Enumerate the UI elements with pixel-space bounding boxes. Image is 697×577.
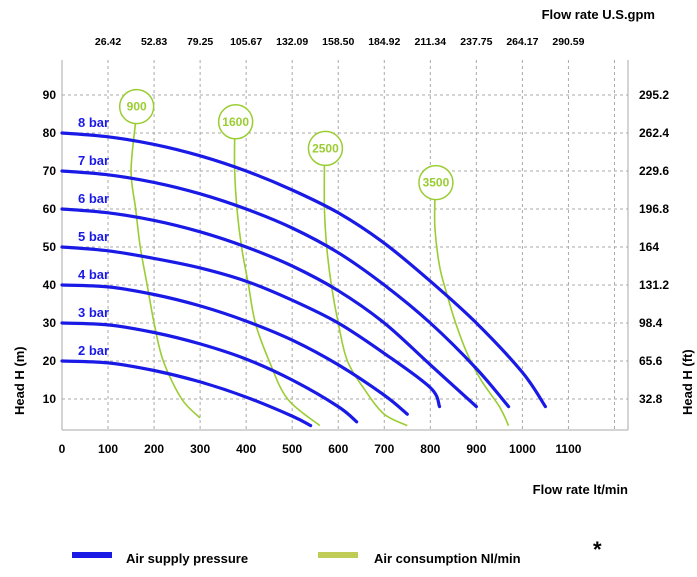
consumption-bubble-label: 1600 (222, 115, 249, 129)
top-tick-label: 211.34 (415, 36, 447, 48)
consumption-bubble (307, 130, 344, 167)
pressure-label: 6 bar (78, 191, 109, 206)
consumption-bubbles: 900 1600 2500 3500 (118, 88, 454, 201)
pressure-label: 8 bar (78, 115, 109, 130)
top-tick-label: 132.09 (276, 36, 308, 48)
legend-pressure-swatch (72, 552, 112, 558)
consumption-curve-3500 (433, 197, 510, 426)
y-tick-label: 30 (43, 316, 57, 330)
x-tick-label: 1100 (555, 442, 581, 456)
top-tick-label: 290.59 (552, 36, 584, 48)
x-tick-label: 800 (420, 442, 440, 456)
consumption-bubble-label: 900 (127, 100, 147, 114)
y-tick-label: 10 (43, 392, 57, 406)
top-tick-label: 26.42 (95, 36, 121, 48)
right-tick-label: 229.6 (639, 164, 669, 178)
pressure-curve-5-bar (60, 245, 442, 409)
top-tick-label: 237.75 (460, 36, 492, 48)
legend-pressure-label: Air supply pressure (126, 551, 248, 566)
pressure-label: 2 bar (78, 343, 109, 358)
y-tick-label: 50 (43, 240, 57, 254)
right-tick-label: 32.8 (639, 392, 663, 406)
y-axis-title: Head H (m) (12, 346, 27, 415)
x-axis-ticks: 0 100 200 300 400 500 600 700 800 900 1000 1100 (59, 442, 582, 456)
y-tick-label: 90 (43, 88, 57, 102)
pressure-curve-3-bar (60, 321, 359, 424)
right-tick-label: 65.6 (639, 354, 663, 368)
consumption-bubble (418, 164, 454, 201)
pressure-curve-4-bar (60, 283, 409, 416)
x-tick-label: 600 (328, 442, 348, 456)
legend: Air supply pressure Air consumption Nl/m… (72, 537, 602, 566)
legend-consumption-swatch (318, 552, 358, 558)
consumption-bubble (217, 104, 254, 140)
top-axis-ticks: 26.42 52.83 79.25 105.67 132.09 158.50 184.92 2… (95, 36, 585, 48)
x-tick-label: 900 (466, 442, 486, 456)
y-tick-label: 20 (43, 354, 57, 368)
pressure-label: 4 bar (78, 267, 109, 282)
plot-frame (61, 60, 629, 431)
top-tick-label: 79.25 (187, 36, 213, 48)
x-tick-label: 1000 (509, 442, 536, 456)
right-tick-label: 98.4 (639, 316, 663, 330)
pressure-curves: 2 bar 3 bar 4 bar 5 bar 6 bar 7 bar 8 bar (60, 115, 548, 428)
y-tick-label: 80 (43, 126, 57, 140)
consumption-bubble-label: 2500 (312, 141, 339, 155)
y-tick-label: 40 (43, 278, 57, 292)
x-tick-label: 100 (98, 442, 118, 456)
consumption-bubble (118, 88, 155, 125)
top-axis-title: Flow rate U.S.gpm (542, 7, 655, 22)
top-tick-label: 264.17 (506, 36, 538, 48)
x-tick-label: 200 (144, 442, 164, 456)
pressure-label: 5 bar (78, 229, 109, 244)
right-axis-title: Head H (ft) (680, 349, 695, 415)
y-axis-ticks: 10 20 30 40 50 60 70 80 90 (43, 88, 57, 406)
right-tick-label: 295.2 (639, 88, 669, 102)
y-tick-label: 60 (43, 202, 57, 216)
x-tick-label: 700 (374, 442, 394, 456)
consumption-curve-1600 (233, 136, 321, 427)
right-tick-label: 196.8 (639, 202, 669, 216)
consumption-bubble-label: 3500 (423, 176, 450, 190)
x-axis-title: Flow rate lt/min (533, 482, 628, 497)
pressure-curve-8-bar (60, 131, 548, 409)
pressure-label: 3 bar (78, 305, 109, 320)
legend-asterisk: * (593, 537, 602, 562)
legend-consumption-label: Air consumption Nl/min (374, 551, 521, 566)
x-tick-label: 400 (236, 442, 256, 456)
consumption-curve-900 (130, 121, 201, 419)
right-axis-ticks: 32.8 65.6 98.4 131.2 164 196.8 229.6 262.4 295.2 (639, 88, 669, 406)
right-tick-label: 131.2 (639, 278, 669, 292)
top-tick-label: 158.50 (322, 36, 354, 48)
pressure-curve-6-bar (60, 207, 478, 409)
y-tick-label: 70 (43, 164, 57, 178)
x-tick-label: 300 (190, 442, 210, 456)
top-tick-label: 105.67 (230, 36, 262, 48)
top-tick-label: 52.83 (141, 36, 167, 48)
top-tick-label: 184.92 (368, 36, 400, 48)
x-tick-label: 500 (282, 442, 302, 456)
x-tick-label: 0 (59, 442, 66, 456)
pressure-curve-7-bar (60, 169, 511, 409)
right-tick-label: 262.4 (639, 126, 669, 140)
pressure-label: 7 bar (78, 153, 109, 168)
pressure-curve-2-bar (60, 359, 313, 428)
right-tick-label: 164 (639, 240, 659, 254)
